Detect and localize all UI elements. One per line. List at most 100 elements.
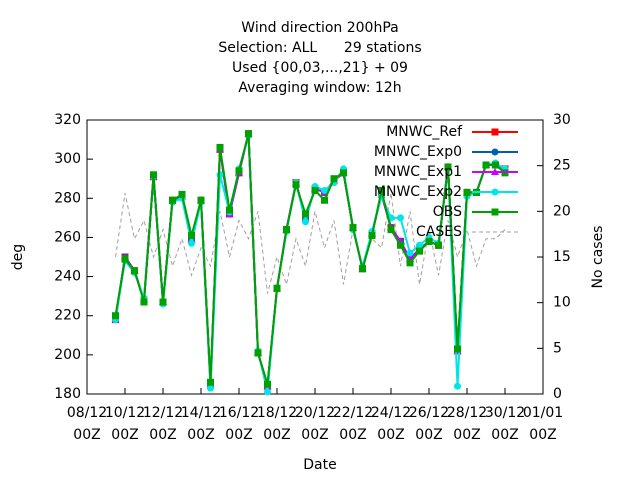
y2-tick-label: 25 (553, 158, 571, 174)
marker (131, 267, 138, 275)
y2-tick-label: 10 (553, 295, 571, 311)
x-axis-label: Date (303, 457, 336, 473)
marker (150, 171, 157, 179)
marker (207, 378, 214, 386)
marker (397, 214, 404, 222)
marker (292, 181, 300, 189)
marker (245, 130, 252, 138)
chart-subtitle: Used {00,03,...,21} + 09 (232, 60, 408, 76)
y-tick-label: 280 (54, 190, 81, 206)
legend-label: MNWC_Ref (386, 124, 463, 140)
x-tick-label: 28/12 00Z (447, 405, 487, 443)
x-tick-label: 16/12 00Z (219, 405, 259, 443)
legend-marker (491, 208, 499, 216)
x-tick-label: 01/01 00Z (523, 405, 563, 443)
marker (454, 345, 461, 353)
marker (197, 196, 205, 204)
y2-tick-label: 5 (553, 340, 562, 356)
legend-label: MNWC_Exp1 (374, 164, 462, 180)
legend-label: MNWC_Exp2 (374, 184, 462, 200)
x-tick-label: 24/12 00Z (371, 405, 411, 443)
marker (416, 247, 423, 255)
x-tick-label: 10/12 00Z (105, 405, 145, 443)
marker (283, 226, 290, 234)
marker (264, 380, 271, 388)
marker (112, 312, 119, 320)
y-tick-label: 240 (54, 269, 81, 285)
y2-tick-label: 20 (553, 203, 571, 219)
legend-label: CASES (416, 224, 462, 240)
marker (207, 384, 214, 392)
marker (264, 388, 271, 396)
marker (321, 196, 328, 204)
legend-marker (491, 168, 499, 175)
marker (368, 231, 376, 239)
x-tick-label: 18/12 00Z (257, 405, 297, 443)
series-line (115, 192, 506, 294)
marker (482, 161, 490, 169)
y2-tick-label: 30 (553, 112, 571, 128)
marker (406, 259, 414, 267)
marker (302, 210, 309, 218)
chart-title: Wind direction 200hPa (241, 20, 398, 36)
y-tick-label: 200 (54, 347, 81, 363)
marker (340, 169, 347, 177)
marker (359, 265, 366, 273)
y-tick-label: 180 (54, 386, 81, 402)
marker (463, 188, 471, 196)
marker (349, 224, 357, 232)
marker (435, 241, 442, 249)
y-tick-label: 320 (54, 112, 81, 128)
legend-label: MNWC_Exp0 (374, 144, 462, 160)
marker (178, 190, 186, 198)
marker (330, 175, 338, 183)
chart-subtitle: Selection: ALL 29 stations (218, 40, 421, 56)
x-tick-label: 20/12 00Z (295, 405, 335, 443)
marker (140, 298, 148, 306)
marker (273, 284, 281, 292)
legend-marker (491, 148, 499, 156)
y2-axis-label: No cases (590, 226, 606, 289)
marker (226, 206, 233, 214)
y-tick-label: 260 (54, 229, 81, 245)
legend-marker (491, 188, 499, 196)
x-tick-label: 08/12 00Z (67, 405, 107, 443)
marker (397, 241, 404, 249)
marker (188, 231, 195, 239)
marker (425, 237, 433, 245)
y-tick-label: 300 (54, 151, 81, 167)
y-tick-label: 220 (54, 308, 81, 324)
marker (188, 239, 195, 247)
marker (444, 163, 452, 171)
marker (378, 186, 385, 194)
x-tick-label: 14/12 00Z (181, 405, 221, 443)
y2-tick-label: 0 (553, 386, 562, 402)
marker (492, 161, 499, 169)
plot-frame (86, 119, 544, 395)
marker (216, 143, 224, 151)
marker (406, 249, 414, 257)
marker (416, 241, 423, 249)
marker (235, 167, 243, 175)
x-tick-label: 22/12 00Z (333, 405, 373, 443)
legend-marker (491, 128, 499, 136)
legend-label: OBS (433, 204, 462, 220)
marker (121, 255, 129, 263)
x-tick-label: 30/12 00Z (485, 405, 525, 443)
marker (216, 171, 224, 179)
marker (159, 298, 167, 306)
marker (311, 186, 319, 194)
marker (321, 186, 328, 194)
marker (169, 196, 176, 204)
y-axis-label: deg (10, 244, 26, 270)
marker (454, 382, 461, 390)
marker (387, 226, 395, 234)
marker (254, 349, 262, 357)
x-tick-label: 26/12 00Z (409, 405, 449, 443)
x-tick-label: 12/12 00Z (143, 405, 183, 443)
chart-subtitle: Averaging window: 12h (238, 80, 401, 96)
marker (302, 218, 309, 226)
y2-tick-label: 15 (553, 249, 571, 265)
